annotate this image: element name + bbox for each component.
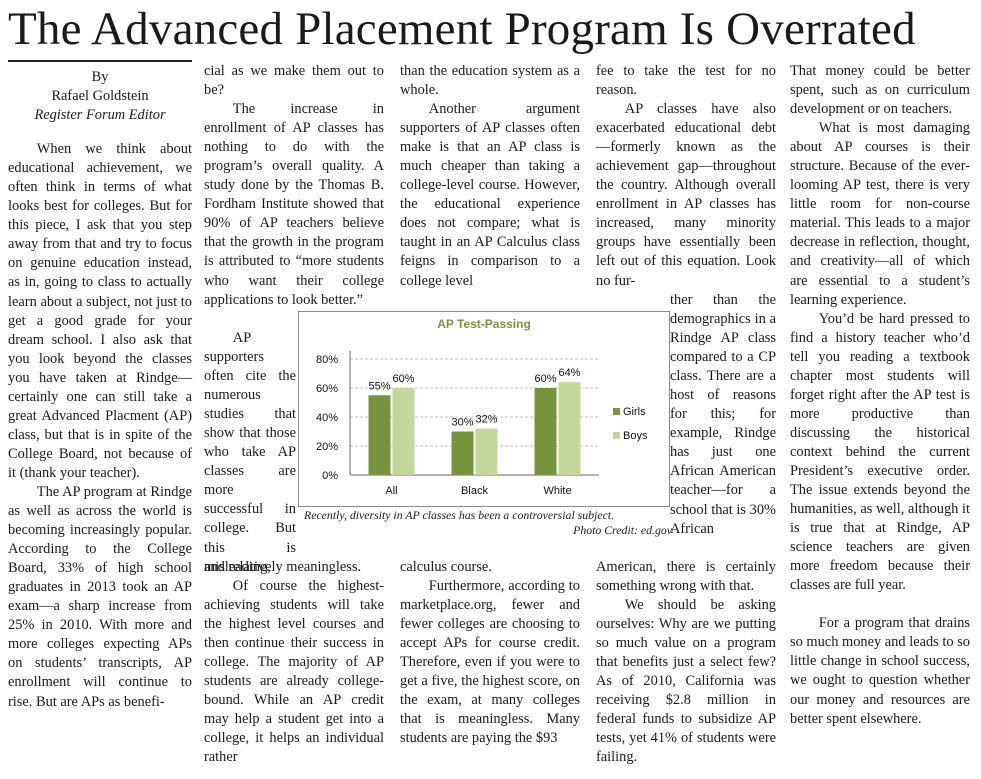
y-tick-label: 60% [316,383,338,395]
paragraph: ther than the demographics in a Rindge A… [670,292,776,537]
x-tick-label: White [543,485,571,497]
paragraph: For a program that drains so much money … [790,615,970,727]
column-4-top: fee to take the test for no reason. AP c… [596,62,776,291]
legend-swatch [613,408,620,415]
photo-caption: Recently, diversity in AP classes has be… [298,508,672,538]
paragraph: American, there is certainly something w… [596,559,776,595]
paragraph: cial as we make them out to be? [204,63,384,99]
column-3-top: than the education system as a whole. An… [400,62,580,291]
legend-label: Girls [623,406,646,418]
paragraph: Another argument supporters of AP classe… [400,101,580,289]
bar-girls [534,388,557,475]
data-label: 30% [451,417,473,429]
legend-label: Boys [623,430,648,442]
column-5: That money could be better spent, such a… [790,62,970,729]
paragraph: The increase in enrollment of AP classes… [204,101,384,308]
paragraph: Furthermore, according to marketplace.or… [400,578,580,747]
bar-boys [558,382,581,475]
byline-rule [8,60,192,62]
byline-role: Register Forum Editor [34,107,166,124]
bar-girls [451,431,474,475]
paragraph: and relatively meaningless. [204,559,362,575]
paragraph: The AP program at Rindge as well as acro… [8,483,192,710]
legend-swatch [613,432,620,439]
bar-boys [475,428,498,475]
column-3-bottom: calculus course. Furthermore, according … [400,558,580,748]
bar-girls [368,395,391,475]
paragraph: AP classes have also exacerbated educati… [596,101,776,289]
column-2-bottom: and relatively meaningless. Of course th… [204,558,384,768]
paragraph: than the education system as a whole. [400,63,580,99]
paragraph: We should be asking ourselves: Why are w… [596,597,776,766]
paragraph: AP supporters often cite the numerous st… [204,330,296,575]
y-tick-label: 0% [322,470,338,482]
chart-title: AP Test-Passing [437,317,531,331]
byline-by: By [91,69,109,85]
data-label: 55% [368,380,390,392]
byline-author: Rafael Goldstein [51,88,149,105]
headline: The Advanced Placement Program Is Overra… [8,3,916,55]
x-tick-label: Black [461,485,488,497]
paragraph: Of course the highest-achieving students… [204,578,384,766]
column-4-bottom: American, there is certainly something w… [596,558,776,768]
photo-credit: Photo Credit: ed.gov [573,523,672,537]
data-label: 32% [475,414,497,426]
y-tick-label: 40% [316,412,338,424]
paragraph: What is most damaging about AP courses i… [790,120,970,308]
y-tick-label: 20% [316,441,338,453]
column-1: By Rafael Goldstein Register Forum Edito… [8,62,192,712]
chart-figure: AP Test-Passing 0% 20% 40% 60% 80% 55% 60% All 30… [298,311,670,507]
column-2-side: AP supporters often cite the numerous st… [204,329,296,577]
paragraph: calculus course. [400,559,492,575]
y-tick-label: 80% [316,354,338,366]
data-label: 60% [534,373,556,385]
data-label: 60% [392,373,414,385]
paragraph: You’d be hard pressed to find a history … [790,310,970,594]
byline: By Rafael Goldstein Register Forum Edito… [8,68,192,125]
data-label: 64% [558,367,580,379]
bar-chart: AP Test-Passing0%20%40%60%80%55%60%All30… [316,317,648,497]
column-4-side: ther than the demographics in a Rindge A… [670,291,776,539]
caption-text: Recently, diversity in AP classes has be… [304,508,615,522]
paragraph: When we think about educational achievem… [8,141,192,481]
paragraph: fee to take the test for no reason. [596,63,776,99]
paragraph: That money could be better spent, such a… [790,63,970,118]
x-tick-label: All [385,485,397,497]
bar-boys [392,388,415,475]
column-2-top: cial as we make them out to be? The incr… [204,62,384,310]
